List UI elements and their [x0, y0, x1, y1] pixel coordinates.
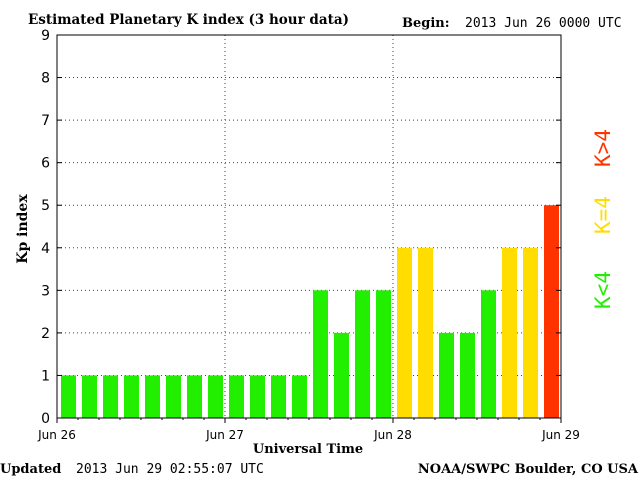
- y-tick-label: 3: [41, 283, 50, 299]
- kp-bar: [187, 375, 202, 418]
- kp-bar: [103, 375, 118, 418]
- kp-bar: [544, 205, 559, 418]
- source-credit: NOAA/SWPC Boulder, CO USA: [418, 462, 639, 477]
- updated-value: 2013 Jun 29 02:55:07 UTC: [76, 462, 264, 477]
- kp-bar: [481, 290, 496, 418]
- kp-bar: [166, 375, 181, 418]
- kp-bar: [418, 247, 433, 418]
- kp-bar: [271, 375, 286, 418]
- x-tick-label: Jun 27: [205, 428, 244, 442]
- kp-bar: [523, 247, 538, 418]
- kp-bar: [229, 375, 244, 418]
- kp-bar: [376, 290, 391, 418]
- y-tick-label: 8: [41, 71, 50, 87]
- legend-low: K<4: [591, 271, 615, 309]
- y-tick-label: 9: [41, 28, 50, 44]
- bar-series: [61, 205, 559, 418]
- x-tick-label: Jun 26: [37, 428, 76, 442]
- kp-bar: [145, 375, 160, 418]
- kp-bar: [250, 375, 265, 418]
- y-tick-label: 1: [41, 368, 50, 384]
- x-ticks: Jun 26 Jun 27 Jun 28 Jun 29: [37, 418, 580, 442]
- legend-high: K>4: [591, 129, 615, 167]
- begin-label: Begin:: [402, 16, 450, 31]
- kp-bar: [208, 375, 223, 418]
- y-ticks: 0 1 2 3 4 5 6 7 8 9: [41, 28, 561, 427]
- x-axis-label: Universal Time: [253, 442, 363, 457]
- kp-bar: [334, 332, 349, 418]
- kp-bar: [397, 247, 412, 418]
- kp-bar: [502, 247, 517, 418]
- grid-lines: [57, 35, 561, 418]
- kp-bar: [124, 375, 139, 418]
- y-tick-label: 2: [41, 326, 50, 342]
- kp-bar: [61, 375, 76, 418]
- kp-bar: [292, 375, 307, 418]
- kp-bar: [355, 290, 370, 418]
- legend-mid: K=4: [591, 196, 615, 234]
- kp-bar: [313, 290, 328, 418]
- kp-bar: [439, 332, 454, 418]
- y-tick-label: 7: [41, 113, 50, 129]
- x-tick-label: Jun 29: [541, 428, 580, 442]
- y-tick-label: 0: [41, 411, 50, 427]
- y-tick-label: 5: [41, 198, 50, 214]
- chart-title: Estimated Planetary K index (3 hour data…: [28, 12, 349, 28]
- y-tick-label: 4: [41, 241, 50, 257]
- updated-label: Updated: [0, 462, 61, 477]
- kp-bar: [82, 375, 97, 418]
- x-tick-label: Jun 28: [373, 428, 412, 442]
- kp-bar: [460, 332, 475, 418]
- y-axis-label: Kp index: [15, 194, 31, 264]
- begin-value: 2013 Jun 26 0000 UTC: [465, 16, 622, 31]
- y-tick-label: 6: [41, 156, 50, 172]
